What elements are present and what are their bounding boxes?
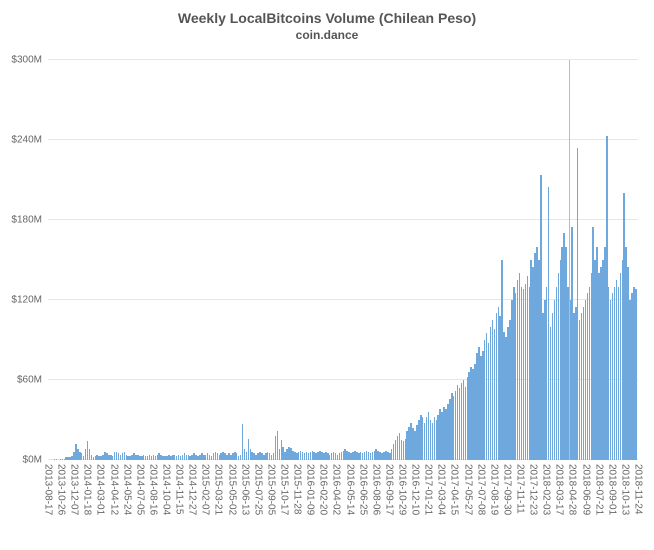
x-tick-label: 2017-08-19 [488,464,499,515]
x-tick-label: 2015-07-25 [252,464,263,515]
x-tick-label: 2015-03-21 [213,464,224,515]
x-tick-label: 2014-08-16 [147,464,158,515]
x-tick-label: 2018-03-17 [554,464,565,515]
x-tick-label: 2018-06-09 [580,464,591,515]
x-tick-label: 2017-11-11 [515,464,526,514]
y-tick-label: $180M [11,215,48,226]
x-tick-label: 2017-09-30 [501,464,512,515]
x-tick-label: 2014-12-27 [187,464,198,515]
vertical-marker [569,60,570,460]
x-tick-label: 2013-08-17 [43,464,54,515]
x-tick-label: 2017-07-08 [475,464,486,515]
y-tick-label: $240M [11,135,48,146]
x-tick-label: 2018-02-03 [541,464,552,515]
x-tick-label: 2016-05-14 [344,464,355,515]
x-tick-label: 2015-09-05 [265,464,276,515]
x-tick-label: 2016-04-02 [331,464,342,515]
x-tick-label: 2016-02-20 [318,464,329,515]
y-tick-label: $120M [11,295,48,306]
x-tick-label: 2017-05-27 [462,464,473,515]
x-tick-label: 2016-10-29 [397,464,408,515]
x-tick-label: 2014-03-01 [95,464,106,515]
x-tick-label: 2013-10-26 [56,464,67,515]
x-tick-label: 2014-04-12 [108,464,119,515]
x-tick-label: 2015-06-13 [239,464,250,515]
x-tick-label: 2015-02-07 [200,464,211,515]
x-tick-label: 2014-07-05 [134,464,145,515]
x-tick-label: 2018-09-01 [606,464,617,515]
x-tick-label: 2016-09-17 [383,464,394,515]
x-tick-label: 2014-01-18 [82,464,93,515]
x-tick-label: 2016-12-10 [410,464,421,515]
x-tick-label: 2015-05-02 [226,464,237,515]
x-tick-label: 2016-08-06 [370,464,381,515]
chart-container: Weekly LocalBitcoins Volume (Chilean Pes… [0,0,654,550]
x-tick-label: 2018-10-13 [619,464,630,515]
x-tick-label: 2017-03-04 [436,464,447,515]
x-tick-label: 2016-06-25 [357,464,368,515]
bar [635,289,637,460]
x-tick-label: 2018-11-24 [633,464,644,514]
x-tick-label: 2014-11-15 [174,464,185,514]
x-tick-label: 2018-07-21 [593,464,604,515]
x-tick-label: 2015-10-17 [279,464,290,515]
y-tick-label: $300M [11,55,48,66]
x-tick-label: 2017-01-21 [423,464,434,515]
plot-area: $0M$60M$120M$180M$240M$300M [48,60,638,460]
x-tick-label: 2014-10-04 [161,464,172,515]
x-tick-label: 2017-12-23 [528,464,539,515]
bars-group [48,60,638,460]
chart-subtitle: coin.dance [0,28,654,42]
y-tick-label: $60M [17,375,48,386]
x-axis: 2013-08-172013-10-262013-12-072014-01-18… [48,460,638,545]
x-tick-label: 2016-01-09 [305,464,316,515]
x-tick-label: 2017-04-15 [449,464,460,515]
chart-title: Weekly LocalBitcoins Volume (Chilean Pes… [0,0,654,26]
x-tick-label: 2018-04-28 [567,464,578,515]
x-tick-label: 2014-05-24 [121,464,132,515]
x-tick-label: 2013-12-07 [69,464,80,515]
x-tick-label: 2015-11-28 [292,464,303,514]
